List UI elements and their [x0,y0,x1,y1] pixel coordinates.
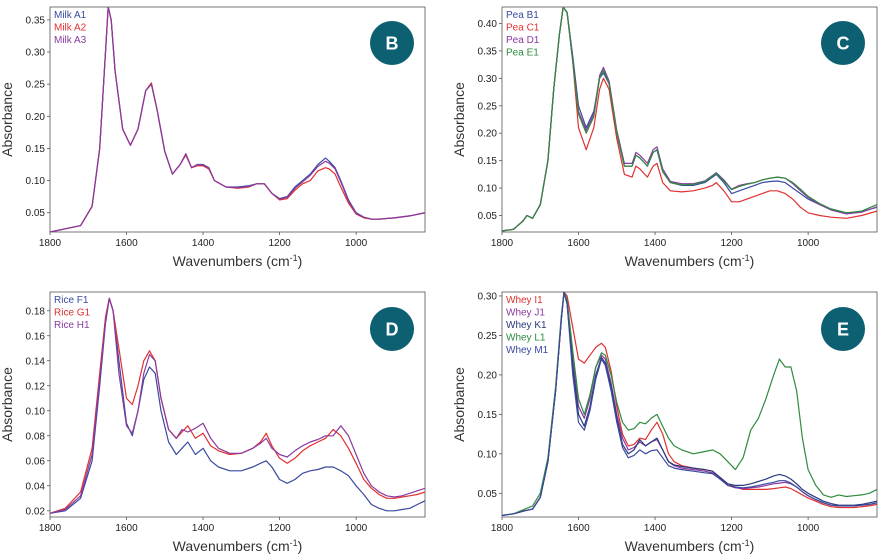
x-tick-label: 1000 [345,238,368,249]
y-axis-title: Absorbance [0,82,15,157]
y-tick-label: 0.40 [478,19,498,30]
legend-entry: Milk A1 [54,10,87,21]
panel-badge [370,21,414,65]
legend-entry: Milk A3 [54,35,87,46]
panel-c: 0.05 0.10 0.15 0.20 0.25 0.30 0.35 0.40 1800 1600… [451,6,878,269]
series-line-pea-e1 [502,7,877,232]
y-axis-title: Absorbance [0,367,15,442]
legend-entry: Whey I1 [506,295,543,306]
x-tick-label: 1600 [567,238,590,249]
y-tick-label: 0.05 [478,489,498,500]
x-axis-title: Wavenumbers (cm-1) [173,253,303,269]
x-tick-label: 1200 [268,523,291,534]
x-tick-label: 1200 [720,523,743,534]
y-tick-label: 0.18 [26,306,46,317]
panel-e: 0.05 0.10 0.15 0.20 0.25 0.30 1800 1600 1400 1200… [451,291,878,554]
y-tick-label: 0.10 [26,406,46,417]
y-tick-label: 0.16 [26,331,46,342]
panel-badge [370,307,414,351]
legend-entry: Whey M1 [506,345,549,356]
x-tick-label: 1400 [192,238,215,249]
plot-frame [501,291,878,518]
y-tick-label: 0.20 [478,129,498,140]
panel-badge-label: E [837,320,849,340]
legend-entry: Pea D1 [506,35,540,46]
series-line-whey-k1 [502,292,877,516]
x-tick-label: 1800 [39,238,62,249]
series-line-rice-f1 [50,297,425,514]
x-tick-label: 1000 [797,238,820,249]
y-tick-label: 0.35 [478,46,498,57]
y-tick-label: 0.05 [478,211,498,222]
y-tick-label: 0.02 [26,506,46,517]
x-tick-label: 1000 [797,523,820,534]
y-tick-label: 0.05 [26,208,46,219]
x-axis-title: Wavenumbers (cm-1) [625,253,755,269]
legend-entry: Pea B1 [506,10,539,21]
x-tick-label: 1400 [644,238,667,249]
x-tick-label: 1600 [115,238,138,249]
y-tick-label: 0.15 [26,144,46,155]
legend-entry: Pea E1 [506,48,539,59]
legend-entry: Pea C1 [506,23,540,34]
plot-frame [49,291,426,518]
panel-badge [821,21,865,65]
y-tick-label: 0.20 [478,370,498,381]
y-tick-label: 0.30 [26,48,46,59]
y-axis-title: Absorbance [451,82,467,157]
plot-frame [501,6,878,233]
series-line-milk-a3 [50,7,425,232]
panel-badge-label: D [386,320,399,340]
y-tick-label: 0.10 [478,184,498,195]
y-tick-label: 0.15 [478,410,498,421]
series-line-whey-l1 [502,292,877,516]
x-axis-title: Wavenumbers (cm-1) [625,538,755,554]
y-tick-label: 0.10 [26,176,46,187]
panel-badge [821,307,865,351]
y-tick-label: 0.30 [478,74,498,85]
y-tick-label: 0.10 [478,449,498,460]
y-axis-title: Absorbance [451,367,467,442]
panel-d: 0.02 0.04 0.06 0.08 0.10 0.12 0.14 0.16 0.18 1800… [0,291,426,554]
x-tick-label: 1800 [491,238,514,249]
y-tick-label: 0.25 [478,331,498,342]
y-tick-label: 0.08 [26,431,46,442]
panel-badge-label: B [386,34,399,54]
x-tick-label: 1000 [345,523,368,534]
y-tick-label: 0.15 [478,156,498,167]
y-tick-label: 0.30 [478,291,498,302]
y-tick-label: 0.25 [26,80,46,91]
y-tick-label: 0.14 [26,356,46,367]
legend-entry: Whey L1 [506,333,546,344]
legend-entry: Whey J1 [506,308,545,319]
y-tick-label: 0.25 [478,101,498,112]
x-tick-label: 1800 [491,523,514,534]
legend-entry: Milk A2 [54,23,87,34]
x-tick-label: 1200 [268,238,291,249]
x-tick-label: 1600 [115,523,138,534]
legend-entry: Rice G1 [54,308,91,319]
panel-b: 0.05 0.10 0.15 0.20 0.25 0.30 0.35 1800 1600 1400… [0,6,426,269]
legend-entry: Whey K1 [506,320,547,331]
y-tick-label: 0.06 [26,456,46,467]
x-tick-label: 1200 [720,238,743,249]
y-tick-label: 0.12 [26,381,46,392]
x-axis-title: Wavenumbers (cm-1) [173,538,303,554]
legend-entry: Rice F1 [54,295,89,306]
x-tick-label: 1600 [567,523,590,534]
plot-frame [49,6,426,233]
panel-badge-label: C [837,34,850,54]
x-tick-label: 1800 [39,523,62,534]
x-tick-label: 1400 [644,523,667,534]
y-tick-label: 0.20 [26,112,46,123]
legend-entry: Rice H1 [54,320,90,331]
series-line-rice-h1 [50,297,425,514]
series-line-whey-j1 [502,292,877,516]
y-tick-label: 0.04 [26,481,46,492]
x-tick-label: 1400 [192,523,215,534]
y-tick-label: 0.35 [26,15,46,26]
series-line-whey-i1 [502,292,877,516]
series-line-whey-m1 [502,292,877,516]
